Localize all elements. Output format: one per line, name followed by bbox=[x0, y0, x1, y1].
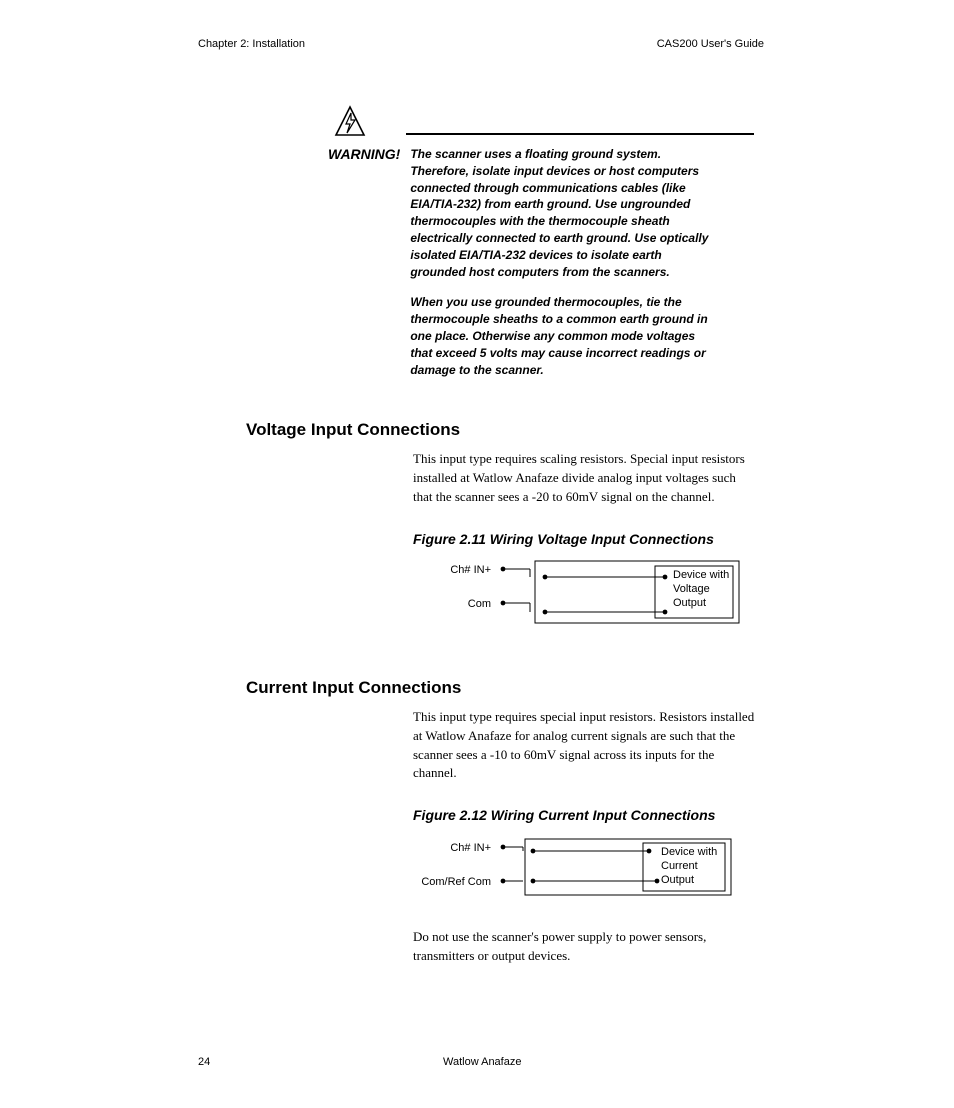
figure-caption-2-12: Figure 2.12 Wiring Current Input Connect… bbox=[413, 807, 764, 823]
figure-2-12-diagram: Ch# IN+ Com/Ref Com Device with Current … bbox=[413, 833, 753, 905]
label-comref: Com/Ref Com bbox=[421, 876, 491, 888]
section2-body: This input type requires special input r… bbox=[413, 708, 758, 783]
page-footer: 24 Watlow Anafaze bbox=[198, 1056, 764, 1068]
page-header: Chapter 2: Installation CAS200 User's Gu… bbox=[198, 38, 764, 50]
warning-label: WARNING! bbox=[328, 146, 400, 392]
device2-line2: Current bbox=[661, 860, 698, 872]
warning-para-1: The scanner uses a floating ground syste… bbox=[410, 146, 720, 280]
label-chin: Ch# IN+ bbox=[450, 564, 491, 576]
warning-icon-row bbox=[328, 105, 764, 139]
device2-line3: Output bbox=[661, 874, 694, 886]
footer-center: Watlow Anafaze bbox=[443, 1056, 521, 1068]
figure-caption-2-11: Figure 2.11 Wiring Voltage Input Connect… bbox=[413, 531, 764, 547]
device-line3: Output bbox=[673, 597, 706, 609]
section2-note: Do not use the scanner's power supply to… bbox=[413, 928, 758, 966]
warning-text: The scanner uses a floating ground syste… bbox=[410, 146, 720, 392]
device2-line1: Device with bbox=[661, 846, 717, 858]
section-heading-current: Current Input Connections bbox=[246, 678, 764, 698]
section1-body: This input type requires scaling resisto… bbox=[413, 450, 758, 507]
warning-para-2: When you use grounded thermocouples, tie… bbox=[410, 294, 720, 378]
electrical-hazard-icon bbox=[334, 105, 366, 139]
label-chin2: Ch# IN+ bbox=[450, 842, 491, 854]
figure-2-11-diagram: Ch# IN+ Com Device with Voltage Output bbox=[413, 557, 753, 629]
warning-rule bbox=[406, 133, 754, 135]
page: Chapter 2: Installation CAS200 User's Gu… bbox=[0, 0, 954, 1108]
warning-block: WARNING! The scanner uses a floating gro… bbox=[328, 105, 764, 392]
device-line2: Voltage bbox=[673, 583, 710, 595]
header-right: CAS200 User's Guide bbox=[657, 38, 764, 50]
section-heading-voltage: Voltage Input Connections bbox=[246, 420, 764, 440]
label-com: Com bbox=[468, 598, 491, 610]
device-line1: Device with bbox=[673, 569, 729, 581]
header-left: Chapter 2: Installation bbox=[198, 38, 305, 50]
footer-page-number: 24 bbox=[198, 1056, 443, 1068]
